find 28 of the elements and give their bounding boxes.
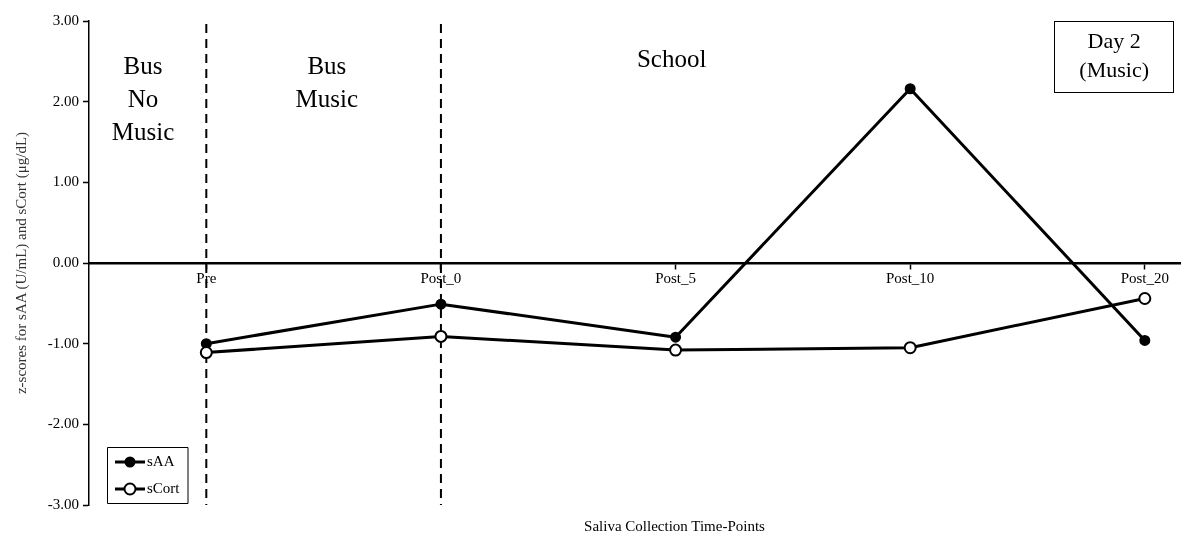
legend-label: sAA xyxy=(147,452,175,469)
legend-label: sCort xyxy=(147,479,181,496)
annotation: School xyxy=(636,44,707,72)
y-tick-label: 3.00 xyxy=(52,11,79,28)
point xyxy=(1139,334,1151,346)
y-tick-label: 1.00 xyxy=(52,173,79,190)
y-tick-label: 0.00 xyxy=(52,253,79,270)
point xyxy=(904,83,916,95)
annotation: Bus Music xyxy=(295,51,359,112)
point xyxy=(670,331,682,343)
annotation: Bus No Music xyxy=(111,51,175,145)
point xyxy=(199,346,213,360)
x-axis-title: Saliva Collection Time-Points xyxy=(584,517,766,534)
point xyxy=(435,298,447,310)
point xyxy=(1138,291,1152,305)
x-tick-label: Post_20 xyxy=(1120,269,1169,286)
x-tick-label: Post_0 xyxy=(420,269,462,286)
x-tick-label: Post_10 xyxy=(886,269,935,286)
point xyxy=(903,341,917,355)
x-tick-label: Post_5 xyxy=(655,269,696,286)
point xyxy=(434,329,448,343)
y-tick-label: -2.00 xyxy=(47,415,79,432)
y-tick-label: -1.00 xyxy=(47,334,79,351)
text: Day 2 (Music) xyxy=(1079,28,1149,83)
point xyxy=(669,343,683,357)
y-tick-label: 2.00 xyxy=(52,92,79,109)
y-tick-label: -3.00 xyxy=(47,495,79,512)
y-axis-title: z-scores for sAA (U/mL) and sCort (μg/dL) xyxy=(12,131,30,395)
